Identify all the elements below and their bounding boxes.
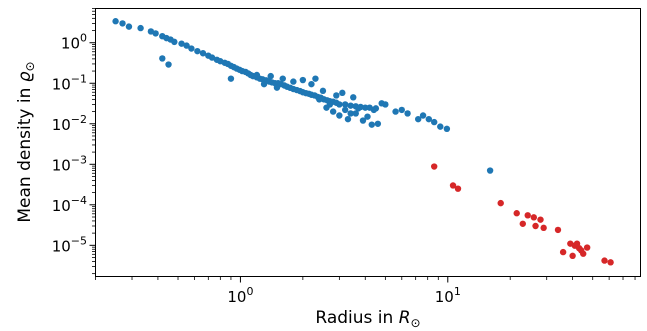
data-point-blue xyxy=(350,94,357,101)
y-tick-label: 10−2 xyxy=(52,113,87,134)
data-point-blue xyxy=(336,101,343,108)
data-point-blue xyxy=(260,80,268,88)
data-point-red xyxy=(524,212,531,219)
x-axis-label: Radius in R⊙ xyxy=(315,308,420,330)
data-point-red xyxy=(454,185,462,192)
data-point-blue xyxy=(333,92,340,99)
data-point-blue xyxy=(347,102,354,109)
y-tick-label: 10−4 xyxy=(52,194,87,215)
data-point-red xyxy=(532,222,539,230)
data-point-blue xyxy=(398,106,405,114)
data-point-blue xyxy=(341,101,349,108)
data-point-red xyxy=(530,214,538,221)
data-point-red xyxy=(537,216,544,223)
data-point-red xyxy=(569,252,576,260)
data-point-blue xyxy=(404,110,411,117)
y-axis-label: Mean density in ϱ⊙ xyxy=(15,61,37,222)
data-point-blue xyxy=(374,120,382,127)
data-point-blue xyxy=(437,123,444,130)
y-tick-label: 10−3 xyxy=(52,153,87,174)
plot-frame xyxy=(95,8,641,277)
data-point-blue xyxy=(425,115,433,123)
data-point-blue xyxy=(347,110,354,117)
data-point-blue xyxy=(370,106,378,114)
data-point-blue xyxy=(194,47,201,55)
data-point-blue xyxy=(119,20,126,27)
x-tick-label: 100 xyxy=(227,285,253,306)
data-point-blue xyxy=(171,38,178,46)
data-point-blue xyxy=(382,101,389,108)
data-point-red xyxy=(497,199,504,207)
data-point-blue xyxy=(341,106,349,114)
y-tick-label: 10−5 xyxy=(52,234,87,255)
data-point-blue xyxy=(253,71,261,79)
data-point-blue xyxy=(112,18,119,25)
data-point-red xyxy=(449,182,457,189)
data-point-blue xyxy=(368,121,375,128)
data-point-red xyxy=(601,257,608,264)
data-point-blue xyxy=(312,75,319,82)
data-point-blue xyxy=(159,55,166,62)
data-point-red xyxy=(580,250,587,257)
data-point-blue xyxy=(290,78,297,85)
data-point-red xyxy=(554,226,562,234)
data-point-blue xyxy=(355,105,362,112)
data-point-blue xyxy=(319,87,327,95)
data-point-blue xyxy=(415,115,422,123)
data-point-blue xyxy=(308,80,315,88)
ticks-layer: 100 101 100 10−1 10−2 10−3 10−4 10−5 xyxy=(52,8,636,306)
data-point-blue xyxy=(443,125,451,133)
data-point-blue xyxy=(339,89,346,97)
data-point-blue xyxy=(352,110,359,117)
data-point-blue xyxy=(227,75,235,82)
data-point-blue xyxy=(178,40,185,47)
points-layer xyxy=(112,18,614,266)
data-point-blue xyxy=(299,76,307,84)
data-point-blue xyxy=(392,108,399,115)
y-tick-label: 10−1 xyxy=(52,72,87,93)
data-point-blue xyxy=(199,50,207,57)
data-point-red xyxy=(431,163,438,170)
data-point-red xyxy=(607,259,614,266)
data-point-blue xyxy=(329,108,337,115)
data-point-blue xyxy=(137,24,144,32)
data-point-blue xyxy=(267,72,274,80)
data-point-red xyxy=(583,244,591,251)
data-point-blue xyxy=(344,115,352,123)
data-point-blue xyxy=(326,101,334,108)
y-tick-label: 100 xyxy=(61,32,87,53)
data-point-red xyxy=(513,210,520,217)
data-point-blue xyxy=(316,96,323,103)
data-point-blue xyxy=(279,75,286,82)
data-point-blue xyxy=(364,113,371,120)
data-point-blue xyxy=(336,112,343,119)
data-point-blue xyxy=(273,84,281,91)
data-point-blue xyxy=(362,104,369,111)
data-point-red xyxy=(559,248,567,256)
data-point-blue xyxy=(419,112,427,119)
data-point-red xyxy=(540,224,547,232)
data-point-blue xyxy=(486,167,494,174)
data-point-blue xyxy=(208,54,216,61)
data-point-blue xyxy=(152,30,159,37)
data-point-blue xyxy=(183,42,190,49)
x-tick-label: 101 xyxy=(435,285,461,306)
data-point-blue xyxy=(431,118,438,126)
data-point-red xyxy=(519,220,526,227)
data-point-blue xyxy=(165,61,172,68)
data-point-blue xyxy=(188,45,195,52)
data-point-blue xyxy=(359,117,367,124)
data-point-blue xyxy=(125,23,133,30)
